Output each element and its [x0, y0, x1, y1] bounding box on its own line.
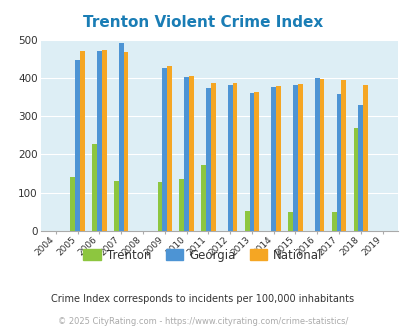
Bar — [358, 106, 362, 231]
Bar — [205, 88, 210, 231]
Bar — [157, 182, 162, 231]
Bar — [97, 51, 102, 231]
Bar — [210, 83, 215, 231]
Bar — [297, 84, 302, 231]
Bar — [275, 86, 280, 231]
Bar — [232, 83, 237, 231]
Bar — [336, 94, 341, 231]
Bar — [353, 128, 358, 231]
Bar — [114, 181, 119, 231]
Legend: Trenton, Georgia, National: Trenton, Georgia, National — [79, 244, 326, 266]
Bar — [184, 77, 188, 231]
Bar — [188, 76, 193, 231]
Bar — [244, 211, 249, 231]
Bar — [70, 177, 75, 231]
Bar — [341, 80, 345, 231]
Bar — [227, 85, 232, 231]
Bar — [292, 85, 297, 231]
Text: Trenton Violent Crime Index: Trenton Violent Crime Index — [83, 15, 322, 30]
Bar — [119, 43, 123, 231]
Bar — [254, 92, 258, 231]
Bar — [179, 179, 184, 231]
Bar — [362, 85, 367, 231]
Bar — [319, 80, 324, 231]
Bar — [249, 93, 254, 231]
Bar — [314, 78, 319, 231]
Text: Crime Index corresponds to incidents per 100,000 inhabitants: Crime Index corresponds to incidents per… — [51, 294, 354, 304]
Bar — [92, 144, 97, 231]
Bar — [167, 66, 172, 231]
Bar — [162, 68, 167, 231]
Text: © 2025 CityRating.com - https://www.cityrating.com/crime-statistics/: © 2025 CityRating.com - https://www.city… — [58, 317, 347, 326]
Bar — [271, 87, 275, 231]
Bar — [288, 212, 292, 231]
Bar — [102, 50, 107, 231]
Bar — [80, 51, 85, 231]
Bar — [331, 212, 336, 231]
Bar — [123, 52, 128, 231]
Bar — [75, 59, 80, 231]
Bar — [200, 165, 205, 231]
